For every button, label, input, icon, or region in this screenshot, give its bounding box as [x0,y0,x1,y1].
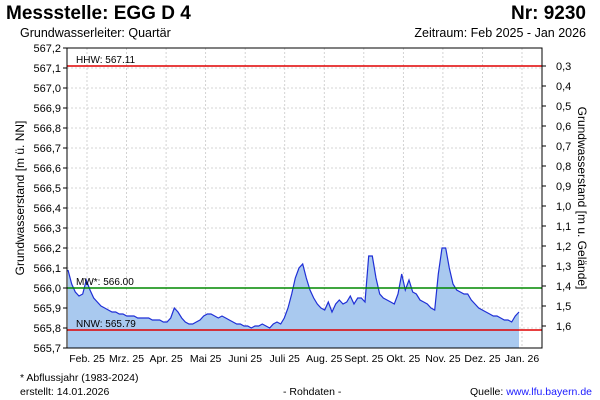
aquifer-label: Grundwasserleiter: Quartär [20,26,171,40]
y-tick-label-right: 1,1 [556,221,571,233]
x-tick-label: Juni 25 [228,353,262,365]
y-tick-label-right: 0,5 [556,101,571,113]
y-tick-label-left: 566,2 [33,243,61,255]
x-tick-label: Mai 25 [190,353,222,365]
mw-line-label: MW*: 566.00 [76,277,134,288]
footnote: * Abflussjahr (1983-2024) [20,372,139,384]
water-level-line [67,247,520,329]
y-axis-title-left: Grundwasserstand [m ü. NN] [13,121,27,276]
x-tick-label: Aug. 25 [306,353,342,365]
nnw-line-label: NNW: 565.79 [76,319,136,330]
chart-title: Messstelle: EGG D 4 [6,3,191,24]
y-tick-label-left: 566,1 [33,263,61,275]
y-tick-label-right: 0,7 [556,141,571,153]
y-tick-label-left: 565,7 [33,343,61,355]
hhw-line-label: HHW: 567.11 [76,55,136,66]
x-tick-label: Dez. 25 [464,353,500,365]
y-tick-label-left: 566,0 [33,283,61,295]
y-tick-label-right: 1,4 [556,281,571,293]
y-tick-label-left: 567,0 [33,83,61,95]
source-note: Quelle: www.lfu.bayern.de [470,386,592,398]
y-tick-label-left: 567,1 [33,63,61,75]
x-tick-label: Juli 25 [270,353,301,365]
y-tick-label-right: 0,6 [556,121,571,133]
y-tick-label-left: 566,3 [33,223,61,235]
y-tick-label-right: 1,3 [556,261,571,273]
x-tick-label: Sept. 25 [344,353,383,365]
y-tick-label-right: 0,3 [556,61,571,73]
period-label: Zeitraum: Feb 2025 - Jan 2026 [414,26,586,40]
y-tick-label-left: 566,7 [33,143,61,155]
source-prefix: Quelle: [470,386,507,398]
x-tick-label: Nov. 25 [425,353,461,365]
raw-data-note: - Rohdaten - [283,386,342,398]
x-tick-label: Feb. 25 [69,353,105,365]
station-number: Nr: 9230 [511,3,586,24]
y-tick-label-right: 1,6 [556,321,571,333]
y-tick-label-left: 566,5 [33,183,61,195]
y-tick-label-left: 566,9 [33,103,61,115]
water-level-area [68,248,519,348]
y-tick-label-left: 565,9 [33,303,61,315]
y-tick-label-right: 0,8 [556,161,571,173]
y-tick-label-left: 566,4 [33,203,61,215]
y-tick-label-left: 566,8 [33,123,61,135]
x-tick-label: Apr. 25 [149,353,182,365]
source-link[interactable]: www.lfu.bayern.de [506,386,592,398]
y-axis-title-right: Grundwasserstand [m u. Gelände] [575,107,589,290]
y-tick-label-left: 565,8 [33,323,61,335]
y-tick-label-right: 1,0 [556,201,571,213]
x-tick-label: Okt. 25 [386,353,420,365]
y-tick-label-right: 0,9 [556,181,571,193]
created-date: erstellt: 14.01.2026 [20,386,110,398]
x-tick-label: Mrz. 25 [109,353,144,365]
plot-frame [66,47,543,349]
y-tick-label-right: 0,4 [556,81,571,93]
y-tick-label-left: 566,6 [33,163,61,175]
y-tick-label-right: 1,5 [556,301,571,313]
x-tick-label: Jan. 26 [505,353,540,365]
y-tick-label-right: 1,2 [556,241,571,253]
y-tick-label-left: 567,2 [33,43,61,55]
